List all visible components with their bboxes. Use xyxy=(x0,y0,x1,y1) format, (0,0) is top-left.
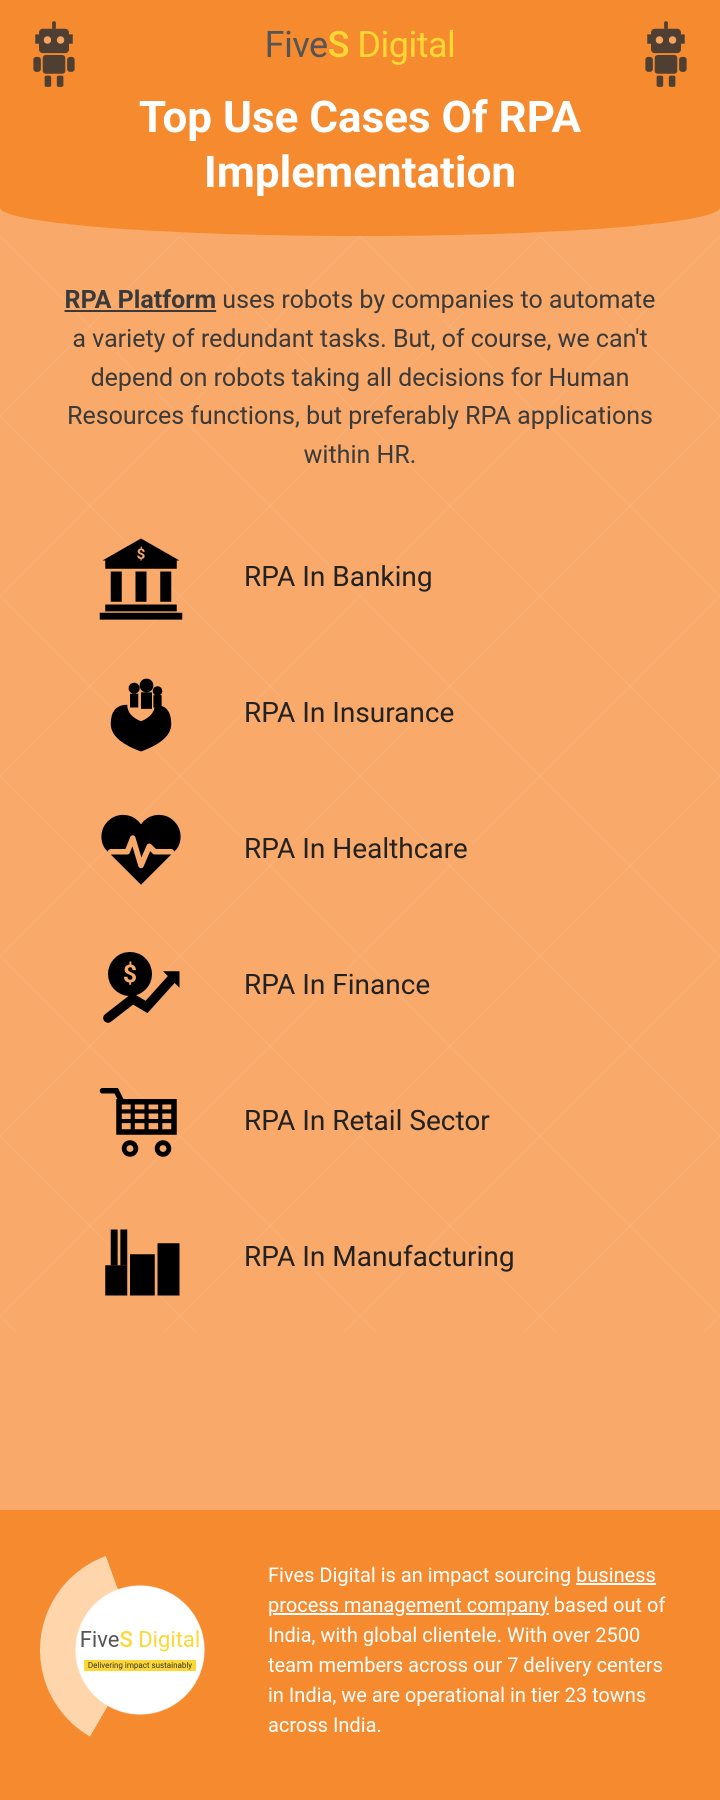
brand-logo: FiveS Digital xyxy=(28,24,692,66)
use-case-label: RPA In Retail Sector xyxy=(244,1104,490,1137)
footer-tagline: Delivering impact sustainably xyxy=(84,1660,196,1671)
footer: FiveS Digital Delivering impact sustaina… xyxy=(0,1510,720,1800)
footer-text: Fives Digital is an impact sourcing busi… xyxy=(268,1560,680,1740)
retail-icon xyxy=(96,1076,186,1166)
brand-part2: S xyxy=(328,24,349,66)
brand-part3: Digital xyxy=(349,24,455,66)
brand-part3: Digital xyxy=(133,1628,200,1653)
intro-text: RPA Platform uses robots by companies to… xyxy=(56,282,664,476)
use-case-retail: RPA In Retail Sector xyxy=(96,1076,664,1166)
use-case-healthcare: RPA In Healthcare xyxy=(96,804,664,894)
page-title: Top Use Cases Of RPA Implementation xyxy=(28,90,692,200)
use-case-label: RPA In Insurance xyxy=(244,696,454,729)
robot-icon xyxy=(636,20,696,90)
header: FiveS Digital Top Use Cases Of RPA Imple… xyxy=(0,0,720,236)
bank-icon xyxy=(96,532,186,622)
footer-logo: FiveS Digital Delivering impact sustaina… xyxy=(40,1550,240,1750)
brand-part1: Five xyxy=(265,24,328,66)
manufacturing-icon xyxy=(96,1212,186,1302)
brand-part1: Five xyxy=(80,1628,120,1653)
use-case-list: RPA In Banking RPA In Insurance RPA In H… xyxy=(56,532,664,1302)
use-case-label: RPA In Healthcare xyxy=(244,832,468,865)
finance-icon xyxy=(96,940,186,1030)
use-case-manufacturing: RPA In Manufacturing xyxy=(96,1212,664,1302)
insurance-icon xyxy=(96,668,186,758)
brand-part2: S xyxy=(119,1628,132,1653)
body-section: RPA Platform uses robots by companies to… xyxy=(0,236,720,1332)
healthcare-icon xyxy=(96,804,186,894)
robot-icon xyxy=(24,20,84,90)
use-case-label: RPA In Manufacturing xyxy=(244,1240,515,1273)
use-case-insurance: RPA In Insurance xyxy=(96,668,664,758)
use-case-finance: RPA In Finance xyxy=(96,940,664,1030)
use-case-label: RPA In Banking xyxy=(244,560,433,593)
use-case-label: RPA In Finance xyxy=(244,968,430,1001)
footer-pre: Fives Digital is an impact sourcing xyxy=(268,1563,576,1587)
use-case-banking: RPA In Banking xyxy=(96,532,664,622)
intro-bold: RPA Platform xyxy=(65,286,217,315)
